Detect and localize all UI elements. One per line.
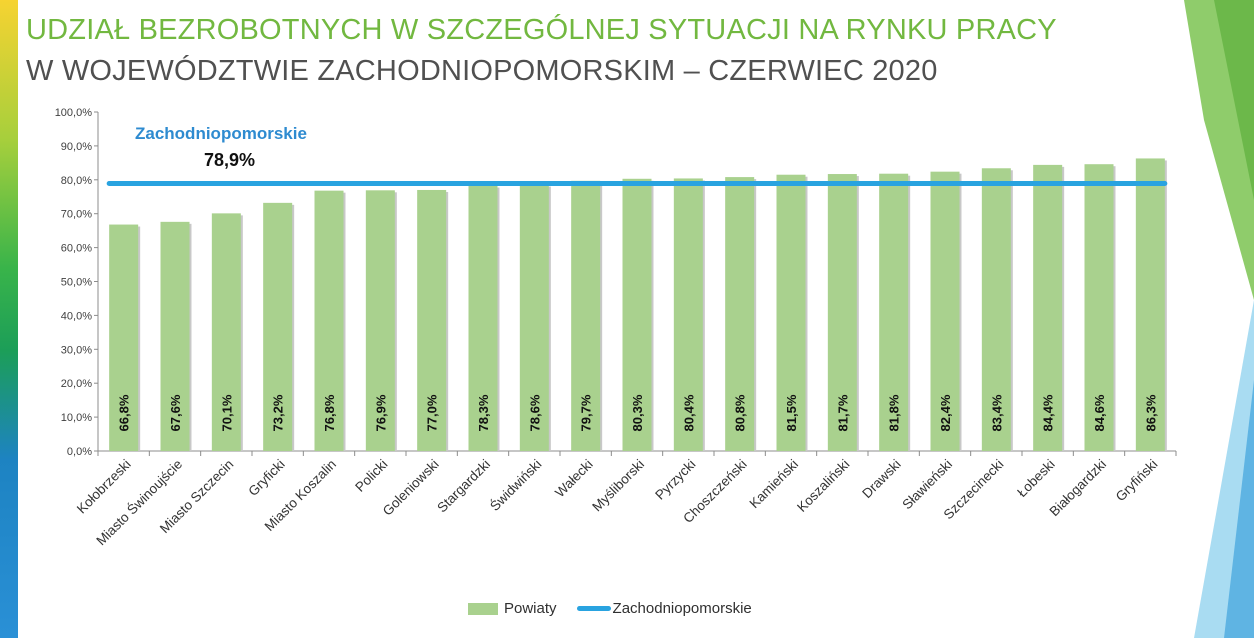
data-label: 81,5% (784, 394, 799, 431)
category-label: Policki (352, 457, 390, 495)
slide-subtitle: W WOJEWÓDZTWIE ZACHODNIOPOMORSKIM – CZER… (26, 55, 938, 87)
category-label: Myśliborski (589, 457, 647, 515)
slide-accent-band (0, 0, 18, 638)
bar (109, 224, 139, 451)
y-tick-label: 0,0% (67, 446, 92, 458)
category-label: Kamieński (746, 457, 801, 512)
category-label: Miasto Świnoujście (93, 457, 185, 549)
bar (673, 178, 703, 451)
data-label: 84,6% (1092, 394, 1107, 431)
bar (365, 190, 395, 451)
bar (1033, 164, 1063, 451)
data-label: 66,8% (117, 394, 132, 431)
data-label: 86,3% (1143, 394, 1158, 431)
category-label: Wałecki (552, 457, 596, 501)
y-tick-label: 30,0% (61, 344, 92, 356)
slide-corner-decoration (1184, 0, 1254, 638)
bar (930, 171, 960, 451)
category-label: Koszaliński (794, 457, 852, 515)
y-tick-label: 50,0% (61, 277, 92, 289)
average-series-label: Zachodniopomorskie (135, 124, 307, 143)
legend-swatch-zachodniopomorskie (576, 606, 611, 611)
y-tick-label: 20,0% (61, 378, 92, 390)
y-tick-label: 60,0% (61, 243, 92, 255)
category-label: Drawski (859, 457, 904, 502)
data-label: 70,1% (219, 394, 234, 431)
data-label: 76,8% (322, 394, 337, 431)
data-label: 80,3% (630, 394, 645, 431)
y-tick-label: 100,0% (55, 107, 93, 119)
bar (417, 189, 447, 451)
bar-chart: 0,0% 10,0% 20,0% 30,0% 40,0% 50,0% 60,0% 70,0% 8… (55, 107, 1177, 549)
y-tick-label: 80,0% (61, 175, 92, 187)
data-label: 78,3% (476, 394, 491, 431)
data-label: 81,8% (887, 394, 902, 431)
y-tick-label: 10,0% (61, 412, 92, 424)
bar (519, 184, 549, 451)
data-label: 77,0% (425, 394, 440, 431)
bar (571, 180, 601, 451)
legend-label-powiaty: Powiaty (504, 600, 557, 617)
bar (622, 178, 652, 451)
data-label: 83,4% (989, 394, 1004, 431)
data-label: 78,6% (527, 394, 542, 431)
data-label: 73,2% (271, 394, 286, 431)
category-label: Sławieński (899, 457, 955, 513)
y-tick-label: 40,0% (61, 310, 92, 322)
bar (725, 177, 755, 451)
chart-legend: Powiaty Zachodniopomorskie (468, 600, 752, 617)
bar (1135, 158, 1165, 451)
data-label: 81,7% (835, 394, 850, 431)
slide-title: UDZIAŁ BEZROBOTNYCH W SZCZEGÓLNEJ SYTUAC… (26, 14, 1057, 46)
category-label: Stargardzki (434, 457, 493, 516)
bar (160, 221, 190, 451)
data-label: 84,4% (1041, 394, 1056, 431)
y-tick-label: 90,0% (61, 141, 92, 153)
category-label: Gryficki (245, 457, 287, 499)
category-label: Łobeski (1014, 457, 1058, 501)
bar (827, 174, 857, 452)
category-label: Świdwiński (487, 457, 544, 514)
average-value-label: 78,9% (204, 150, 256, 170)
bar (314, 190, 344, 451)
data-label: 79,7% (579, 394, 594, 431)
data-label: 76,9% (373, 394, 388, 431)
y-tick-label: 70,0% (61, 209, 92, 221)
bar (776, 174, 806, 451)
bar (981, 168, 1011, 452)
bar (263, 202, 293, 451)
category-label: Pyrzycki (652, 457, 698, 503)
legend-swatch-powiaty (468, 602, 498, 615)
bar (879, 173, 909, 451)
bar (1084, 164, 1114, 451)
data-label: 82,4% (938, 394, 953, 431)
bar (211, 213, 241, 451)
legend-label-zachodniopomorskie: Zachodniopomorskie (612, 600, 752, 617)
data-label: 67,6% (168, 394, 183, 431)
bar (468, 185, 498, 452)
category-label: Gryfiński (1113, 457, 1161, 505)
data-label: 80,4% (681, 394, 696, 431)
data-label: 80,8% (733, 394, 748, 431)
